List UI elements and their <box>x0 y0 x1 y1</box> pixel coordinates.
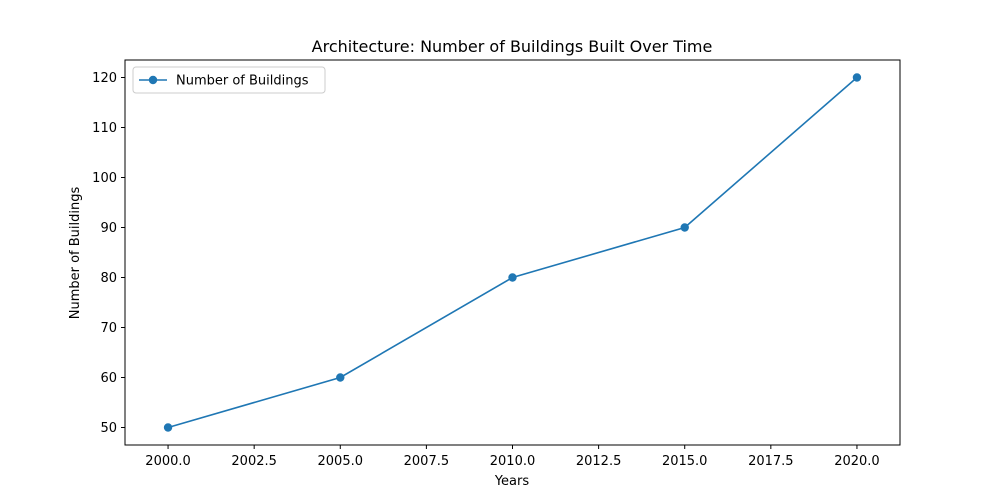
chart-title: Architecture: Number of Buildings Built … <box>312 37 713 56</box>
data-point <box>852 73 862 82</box>
data-point <box>680 223 689 232</box>
x-tick-label: 2020.0 <box>834 454 880 469</box>
x-tick-label: 2002.5 <box>231 454 277 469</box>
y-axis-label: Number of Buildings <box>68 187 83 320</box>
legend-marker <box>148 75 158 85</box>
x-axis: 2000.0 2002.5 2005.0 2007.5 2010.0 2012.5 2015… <box>145 445 880 469</box>
series-layer <box>163 73 862 432</box>
legend: Number of Buildings <box>132 66 326 94</box>
x-tick-label: 2005.0 <box>318 454 364 469</box>
data-point <box>508 273 517 282</box>
x-tick-label: 2007.5 <box>404 454 450 469</box>
x-tick-label: 2010.0 <box>490 454 536 469</box>
x-tick-label: 2000.0 <box>145 454 191 469</box>
x-axis-label: Years <box>494 474 530 489</box>
data-point <box>163 423 173 432</box>
y-tick-label: 110 <box>92 121 117 136</box>
x-tick-label: 2017.5 <box>748 454 794 469</box>
legend-label: Number of Buildings <box>176 74 309 89</box>
y-tick-label: 80 <box>100 271 117 286</box>
x-tick-label: 2012.5 <box>576 454 622 469</box>
y-tick-label: 100 <box>92 171 117 186</box>
y-tick-label: 50 <box>100 421 117 436</box>
y-tick-label: 90 <box>100 221 117 236</box>
y-tick-label: 60 <box>100 371 117 386</box>
legend-box <box>132 66 326 94</box>
data-point <box>336 373 345 382</box>
y-tick-label: 120 <box>92 71 117 86</box>
y-axis: 50 60 70 80 90 100 110 120 <box>92 71 125 436</box>
x-tick-label: 2015.0 <box>662 454 708 469</box>
y-tick-label: 70 <box>100 321 117 336</box>
